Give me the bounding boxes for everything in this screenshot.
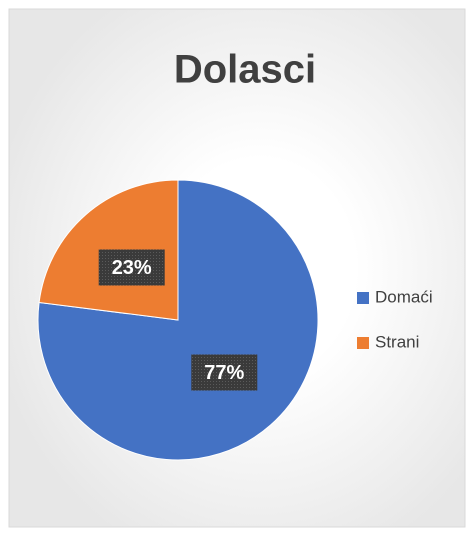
data-label: 23%: [112, 257, 152, 279]
data-label: 77%: [204, 362, 244, 384]
legend-swatch: [357, 292, 369, 304]
data-label-box: [191, 354, 258, 391]
legend-swatch: [357, 337, 369, 349]
chart-title: Dolasci: [174, 48, 316, 92]
legend-label: Domaći: [375, 287, 433, 306]
legend-label: Strani: [375, 332, 419, 351]
data-label-box: [98, 249, 165, 286]
